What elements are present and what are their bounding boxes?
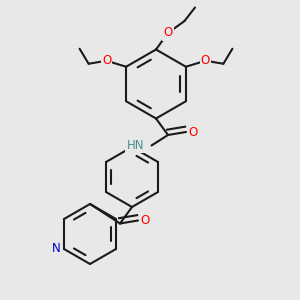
Text: O: O [201,54,210,67]
Text: HN: HN [127,139,144,152]
Text: O: O [164,26,172,40]
Text: O: O [188,125,197,139]
Text: O: O [102,54,111,67]
Text: O: O [140,214,149,227]
Text: N: N [52,242,61,256]
